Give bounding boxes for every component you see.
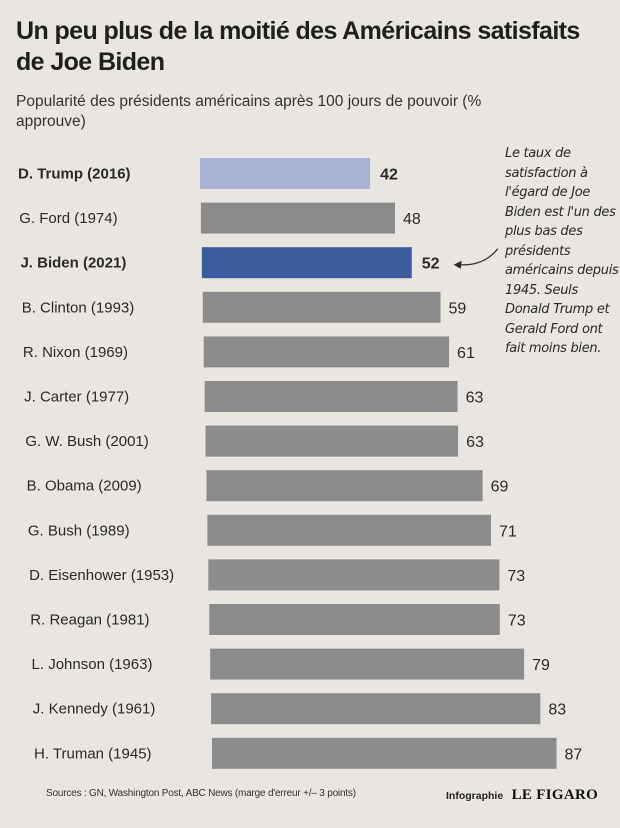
annotation-text: Le taux de satisfaction à l'égard de Joe… bbox=[505, 146, 619, 356]
bar-b-clinton-1993 bbox=[202, 291, 441, 323]
category-label-r-reagan-1981: R. Reagan (1981) bbox=[30, 612, 149, 629]
bar-d-trump-2016 bbox=[200, 158, 371, 189]
value-label-r-reagan-1981: 73 bbox=[508, 613, 526, 630]
bar-g-w-bush-2001 bbox=[205, 425, 459, 457]
bar-r-nixon-1969 bbox=[203, 336, 450, 368]
value-label-h-truman-1945: 87 bbox=[565, 746, 583, 763]
category-label-l-johnson-1963: L. Johnson (1963) bbox=[32, 656, 153, 673]
category-label-j-kennedy-1961: J. Kennedy (1961) bbox=[33, 701, 156, 718]
category-label-d-eisenhower-1953: D. Eisenhower (1953) bbox=[29, 567, 174, 584]
bar-j-kennedy-1961 bbox=[211, 693, 541, 725]
value-label-j-biden-2021: 52 bbox=[422, 256, 440, 273]
bar-l-johnson-1963 bbox=[210, 648, 525, 680]
le-figaro-logo: LE FIGARO bbox=[511, 787, 599, 803]
bar-chart: D. Trump (2016) 42 G. Ford (1974) 48 J. Bide… bbox=[18, 158, 583, 769]
value-label-j-kennedy-1961: 83 bbox=[548, 702, 566, 719]
chart-subtitle: Popularité des présidents américains apr… bbox=[16, 93, 482, 130]
category-label-h-truman-1945: H. Truman (1945) bbox=[34, 745, 152, 762]
value-label-g-bush-1989: 71 bbox=[499, 523, 517, 540]
category-label-j-carter-1977: J. Carter (1977) bbox=[24, 389, 129, 406]
bar-h-truman-1945 bbox=[212, 737, 557, 769]
value-label-d-eisenhower-1953: 73 bbox=[507, 568, 525, 585]
category-label-g-bush-1989: G. Bush (1989) bbox=[28, 522, 130, 539]
bar-j-carter-1977 bbox=[204, 381, 458, 412]
bar-j-biden-2021 bbox=[201, 247, 412, 279]
credit: Infographie LE FIGARO bbox=[446, 786, 598, 804]
sources-note: Sources : GN, Washington Post, ABC News … bbox=[46, 788, 356, 799]
value-label-j-carter-1977: 63 bbox=[466, 390, 484, 407]
value-label-d-trump-2016: 42 bbox=[380, 167, 398, 184]
category-label-j-biden-2021: J. Biden (2021) bbox=[20, 255, 126, 272]
category-label-g-w-bush-2001: G. W. Bush (2001) bbox=[25, 433, 148, 450]
value-label-b-clinton-1993: 59 bbox=[448, 300, 466, 317]
value-label-g-ford-1974: 48 bbox=[403, 211, 421, 228]
value-label-l-johnson-1963: 79 bbox=[532, 657, 550, 674]
category-label-r-nixon-1969: R. Nixon (1969) bbox=[23, 344, 128, 361]
value-label-r-nixon-1969: 61 bbox=[457, 345, 475, 362]
category-label-d-trump-2016: D. Trump (2016) bbox=[18, 166, 131, 183]
category-label-g-ford-1974: G. Ford (1974) bbox=[19, 210, 117, 227]
annotation-arrow-head bbox=[453, 260, 462, 269]
value-label-b-obama-2009: 69 bbox=[491, 479, 509, 496]
bar-b-obama-2009 bbox=[206, 470, 483, 502]
bar-g-ford-1974 bbox=[200, 202, 395, 234]
category-label-b-obama-2009: B. Obama (2009) bbox=[27, 478, 142, 495]
credit-label: Infographie bbox=[446, 790, 504, 802]
bar-g-bush-1989 bbox=[207, 514, 492, 546]
annotation-arrow-line bbox=[457, 248, 499, 266]
category-label-b-clinton-1993: B. Clinton (1993) bbox=[22, 299, 135, 316]
bar-d-eisenhower-1953 bbox=[208, 559, 500, 591]
chart-title: Un peu plus de la moitié des Américains … bbox=[16, 17, 580, 76]
bar-r-reagan-1981 bbox=[209, 604, 500, 635]
value-label-g-w-bush-2001: 63 bbox=[466, 434, 484, 451]
